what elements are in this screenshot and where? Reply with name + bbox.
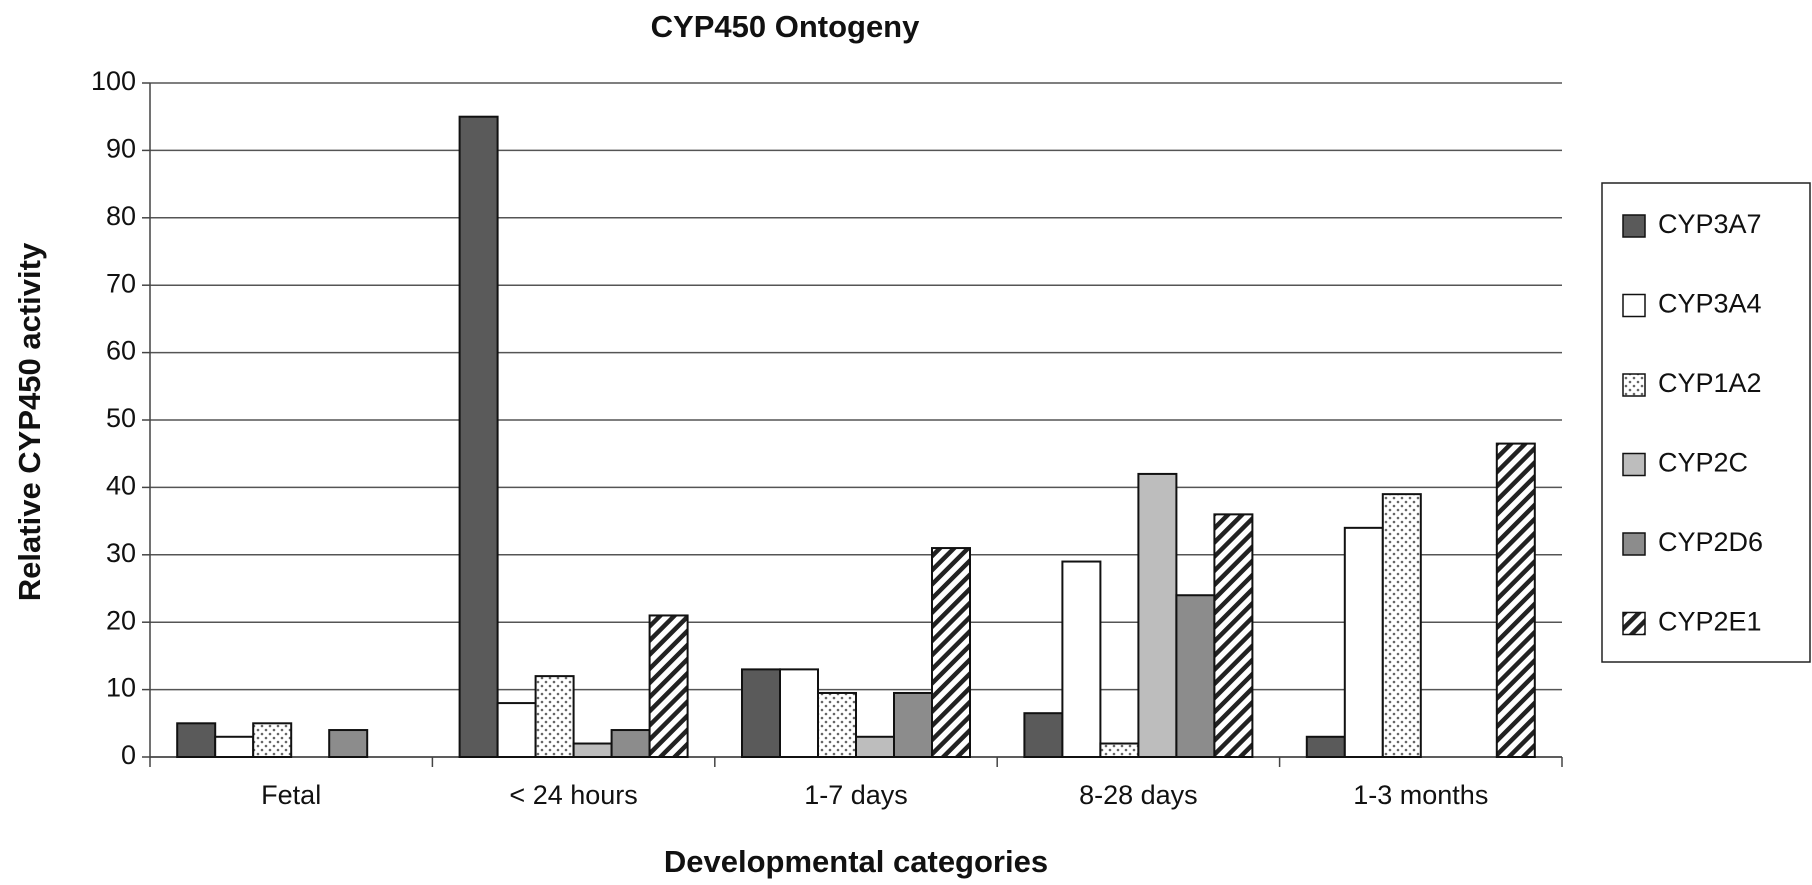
x-tick-label: Fetal	[261, 780, 321, 810]
legend-swatch	[1622, 214, 1646, 238]
y-tick-label: 100	[91, 66, 136, 96]
legend-label: CYP3A4	[1658, 289, 1762, 319]
y-tick-label: 70	[106, 268, 136, 298]
bar	[572, 742, 613, 759]
bar	[252, 722, 293, 758]
bar	[779, 668, 819, 759]
bar	[214, 735, 255, 759]
legend-swatch	[1622, 373, 1646, 397]
bar	[534, 675, 575, 758]
legend-label: CYP2D6	[1658, 527, 1763, 557]
bar	[893, 691, 933, 758]
bar	[817, 691, 857, 758]
x-tick-label: 8-28 days	[1079, 780, 1198, 810]
bar	[496, 702, 537, 759]
legend-swatch	[1622, 452, 1646, 477]
x-tick-label: 1-3 months	[1353, 780, 1488, 810]
y-tick-label: 0	[121, 740, 136, 770]
bar	[458, 115, 499, 758]
bar	[855, 735, 895, 759]
bar	[931, 547, 971, 758]
y-tick-label: 90	[106, 134, 136, 164]
bar	[1137, 472, 1178, 758]
chart-title: CYP450 Ontogeny	[651, 9, 920, 44]
y-tick-label: 10	[106, 673, 136, 703]
bar	[648, 614, 689, 759]
y-tick-label: 20	[106, 605, 136, 635]
y-axis-label: Relative CYP450 activity	[12, 242, 47, 601]
bar	[1495, 442, 1536, 758]
bar	[741, 668, 781, 759]
legend-swatch	[1622, 611, 1646, 636]
bar	[176, 722, 217, 758]
y-tick-label: 40	[106, 471, 136, 501]
legend-swatch	[1622, 293, 1646, 318]
bar	[1099, 742, 1140, 759]
bar	[1343, 526, 1384, 759]
y-tick-label: 50	[106, 403, 136, 433]
bar	[610, 729, 651, 758]
legend-label: CYP3A7	[1658, 209, 1762, 239]
y-tick-label: 60	[106, 336, 136, 366]
bar	[1061, 560, 1102, 758]
bar	[1381, 493, 1422, 758]
y-tick-label: 30	[106, 538, 136, 568]
y-tick-label: 80	[106, 201, 136, 231]
bar	[1023, 712, 1064, 759]
bar	[1213, 513, 1254, 758]
legend-label: CYP1A2	[1658, 368, 1762, 398]
legend-swatch	[1622, 532, 1646, 556]
bar	[328, 729, 369, 758]
bar	[1175, 594, 1216, 758]
legend-label: CYP2C	[1658, 448, 1748, 478]
legend-box	[1601, 182, 1811, 663]
x-tick-label: 1-7 days	[804, 780, 908, 810]
legend-label: CYP2E1	[1658, 607, 1762, 637]
x-axis-label: Developmental categories	[664, 844, 1048, 879]
x-tick-label: < 24 hours	[509, 780, 637, 810]
bar	[1305, 735, 1346, 759]
